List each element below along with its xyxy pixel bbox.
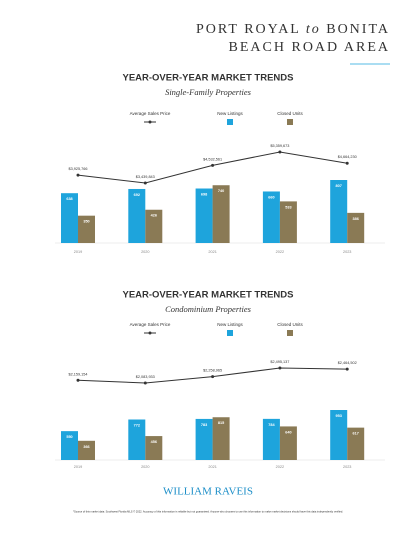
bar-label: 692 — [134, 193, 140, 197]
title-part: PORT ROYAL — [196, 22, 300, 37]
price-label: $4,532,561 — [203, 157, 222, 161]
price-label: $2,464,502 — [338, 361, 357, 365]
bar-label: 456 — [151, 440, 157, 444]
price-label: $2,159,154 — [68, 372, 87, 376]
price-label: $3,925,766 — [68, 167, 87, 171]
bar — [347, 427, 365, 460]
bar-label: 533 — [285, 205, 291, 209]
bar-label: 953 — [336, 414, 342, 418]
bar — [145, 436, 163, 460]
price-label: $5,359,673 — [270, 144, 289, 148]
bar-label: 617 — [353, 432, 359, 436]
legend-label: Average Sales Price — [130, 111, 171, 116]
bar-label: 550 — [66, 435, 72, 439]
title-part: BONITA — [326, 22, 390, 37]
price-point — [143, 181, 147, 185]
bar — [61, 431, 78, 460]
x-label: 2023 — [343, 465, 351, 469]
bar-label: 772 — [134, 423, 140, 427]
price-point — [345, 367, 349, 371]
price-point — [76, 378, 80, 382]
bar — [195, 418, 213, 460]
bar-label: 386 — [353, 217, 359, 221]
bar — [330, 410, 348, 460]
price-point — [76, 173, 80, 177]
legend-swatch — [148, 120, 152, 124]
x-label: 2019 — [74, 250, 82, 254]
x-label: 2020 — [141, 465, 149, 469]
chart-subtitle: Single-Family Properties — [165, 87, 252, 97]
bar — [330, 180, 348, 243]
legend-label: Closed Units — [277, 322, 303, 327]
x-label: 2021 — [208, 250, 216, 254]
legend-label: New Listings — [217, 111, 243, 116]
bar-label: 640 — [285, 430, 291, 434]
price-point — [278, 150, 282, 154]
header-title: BEACH ROAD AREA — [229, 40, 390, 55]
chart-title: YEAR-OVER-YEAR MARKET TRENDS — [122, 290, 293, 301]
bar-label: 660 — [268, 195, 274, 199]
price-label: $2,083,933 — [136, 375, 155, 379]
bar — [128, 419, 146, 460]
bar-label: 350 — [83, 220, 89, 224]
price-label: $2,258,965 — [203, 369, 222, 373]
price-point — [211, 375, 215, 379]
bar — [212, 417, 230, 460]
bar — [61, 193, 78, 243]
legend-swatch — [148, 331, 152, 335]
bar — [279, 426, 297, 460]
legend-label: Closed Units — [277, 111, 303, 116]
bar-label: 426 — [151, 214, 157, 218]
bar-label: 815 — [218, 421, 224, 425]
bar — [128, 188, 146, 243]
price-point — [143, 381, 147, 385]
price-point — [345, 161, 349, 165]
legend-swatch — [287, 330, 293, 336]
x-label: 2021 — [208, 465, 216, 469]
bar-label: 783 — [201, 423, 207, 427]
bar-label: 740 — [218, 189, 224, 193]
price-label: $3,439,843 — [136, 175, 155, 179]
bar — [262, 191, 280, 243]
bar — [195, 188, 213, 243]
x-label: 2022 — [276, 465, 284, 469]
x-label: 2023 — [343, 250, 351, 254]
title-part: to — [306, 22, 321, 37]
bar-label: 807 — [336, 184, 342, 188]
legend-swatch — [287, 119, 293, 125]
legend-label: New Listings — [217, 322, 243, 327]
bar — [78, 440, 95, 460]
x-label: 2020 — [141, 250, 149, 254]
chart-title: YEAR-OVER-YEAR MARKET TRENDS — [122, 73, 293, 84]
legend-swatch — [227, 119, 233, 125]
bar — [347, 212, 365, 243]
bar-label: 698 — [201, 193, 207, 197]
legend-swatch — [227, 330, 233, 336]
bar-label: 366 — [83, 445, 89, 449]
footnote: *Source of this market data: Southwest F… — [73, 510, 343, 514]
bar-label: 638 — [66, 197, 72, 201]
bar — [279, 201, 297, 243]
price-label: $2,495,137 — [270, 360, 289, 364]
bar — [78, 215, 95, 243]
x-label: 2022 — [276, 250, 284, 254]
header-title: PORT ROYAL to BONITA — [196, 22, 390, 37]
price-point — [278, 366, 282, 370]
brand: WILLIAM RAVEIS — [163, 486, 253, 498]
bar — [262, 418, 280, 460]
price-label: $4,664,230 — [338, 155, 357, 159]
price-point — [211, 163, 215, 167]
legend-label: Average Sales Price — [130, 322, 171, 327]
chart-subtitle: Condominium Properties — [165, 304, 252, 314]
bar — [212, 185, 230, 243]
bar-label: 784 — [268, 423, 275, 427]
x-label: 2019 — [74, 465, 82, 469]
bar — [145, 209, 163, 243]
